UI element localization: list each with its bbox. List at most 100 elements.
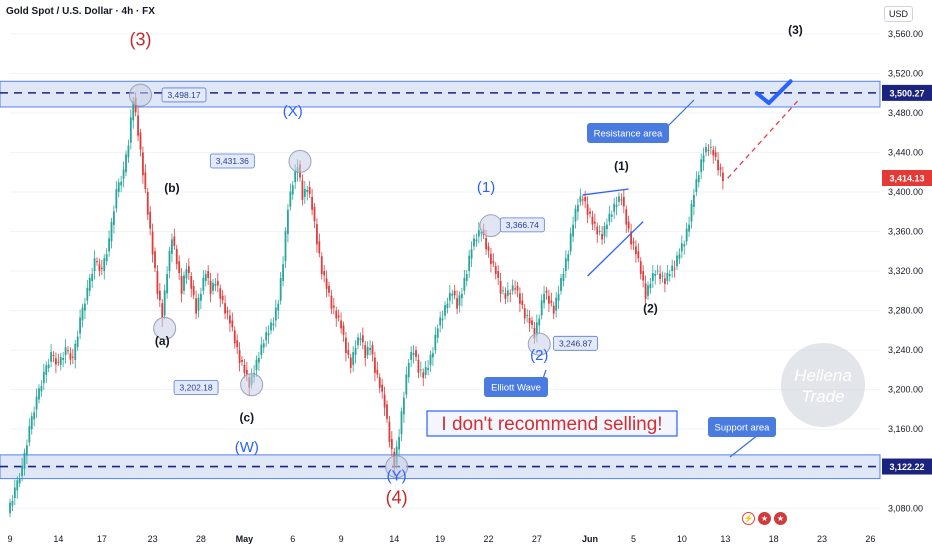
candle-body — [23, 452, 26, 469]
candle-body — [323, 271, 326, 276]
wave-label: (W) — [235, 439, 259, 456]
footer-icons: ⚡ ★ ★ — [742, 512, 787, 525]
candle-body — [456, 298, 458, 309]
candle-body — [661, 275, 664, 277]
candle-body — [272, 323, 275, 326]
candle-body — [64, 347, 67, 356]
candle-body — [127, 145, 130, 158]
candle-body — [216, 280, 219, 286]
candle-body — [581, 199, 584, 201]
candle-body — [516, 285, 519, 291]
candle-body — [369, 348, 371, 351]
candle-body — [231, 320, 234, 328]
x-tick-label: 17 — [97, 534, 107, 544]
candle-body — [91, 274, 94, 281]
candle-body — [412, 353, 415, 356]
candle-body — [325, 278, 328, 289]
candle-body — [291, 185, 294, 195]
candle-body — [659, 273, 661, 279]
candle-body — [398, 437, 400, 450]
candle-body — [151, 231, 154, 255]
pivot-circle — [288, 149, 312, 173]
candle-body — [649, 283, 652, 289]
candle-body — [678, 254, 681, 259]
wedge-line-bottom — [587, 221, 644, 277]
candle-body — [548, 295, 550, 304]
candle-body — [262, 343, 265, 348]
candle-body — [229, 315, 231, 324]
candle-body — [236, 340, 239, 348]
candle-body — [468, 255, 471, 272]
candle-body — [644, 283, 647, 299]
currency-selector[interactable]: USD — [884, 6, 914, 22]
watermark-circle — [781, 343, 865, 427]
candle-body — [69, 353, 72, 360]
candle-body — [318, 241, 321, 254]
candle-body — [441, 318, 444, 321]
candle-body — [680, 243, 683, 252]
candle-body — [497, 271, 500, 278]
candle-body — [50, 352, 52, 362]
y-axis: 3,080.003,120.003,160.003,200.003,240.00… — [882, 29, 932, 513]
last-price-badge — [882, 170, 932, 187]
y-tick-label: 3,400.00 — [888, 187, 923, 197]
flash-icon[interactable]: ⚡ — [742, 512, 755, 525]
candle-body — [434, 334, 437, 351]
us-flag-icon[interactable]: ★ — [758, 512, 771, 525]
candle-body — [221, 295, 224, 301]
candle-body — [108, 238, 110, 252]
x-tick-label: 6 — [290, 534, 295, 544]
candle-body — [357, 337, 359, 346]
last-price-badge-label: 3,414.13 — [889, 174, 924, 184]
candle-body — [709, 147, 712, 149]
candle-body — [178, 261, 181, 274]
warning-text: I don't recommend selling! — [441, 414, 662, 435]
candle-body — [664, 278, 666, 284]
x-tick-label: 9 — [7, 534, 12, 544]
candle-body — [173, 236, 176, 246]
candle-body — [381, 384, 384, 392]
candle-body — [630, 231, 632, 245]
candle-body — [390, 439, 393, 449]
candle-body — [651, 273, 654, 281]
candle-body — [45, 365, 48, 375]
candle-body — [154, 251, 156, 269]
candle-body — [465, 274, 468, 281]
candle-body — [180, 275, 183, 294]
candle-body — [591, 216, 594, 225]
candle-body — [192, 285, 195, 296]
candle-body — [666, 273, 669, 281]
price-marker-box — [161, 87, 207, 103]
resistance-price-badge — [882, 84, 932, 101]
pivot-circle — [527, 332, 551, 356]
projection-line — [727, 97, 801, 179]
candle-body — [550, 300, 553, 303]
candle-body — [586, 204, 589, 215]
candle-body — [601, 233, 603, 240]
candle-body — [448, 292, 451, 301]
candle-body — [705, 147, 707, 153]
x-tick-label: 23 — [148, 534, 158, 544]
warning-box — [426, 410, 678, 437]
candle-body — [683, 244, 686, 247]
wave-label: (c) — [239, 410, 254, 424]
candle-body — [277, 303, 280, 311]
candle-body — [446, 303, 449, 309]
candle-body — [555, 297, 558, 311]
us-flag-icon-2[interactable]: ★ — [774, 512, 787, 525]
candle-body — [511, 285, 514, 291]
wave-label: (3) — [130, 30, 152, 50]
candle-body — [13, 487, 16, 499]
candle-body — [52, 355, 55, 357]
elliott-callout-label: Elliott Wave — [491, 383, 541, 394]
candle-body — [596, 226, 599, 235]
candle-body — [287, 209, 289, 234]
price-marker-box — [173, 380, 219, 395]
candle-body — [719, 167, 722, 170]
candle-body — [33, 412, 36, 420]
candle-body — [110, 221, 113, 242]
candle-body — [557, 293, 560, 301]
candle-body — [183, 275, 185, 291]
candle-body — [639, 261, 642, 275]
